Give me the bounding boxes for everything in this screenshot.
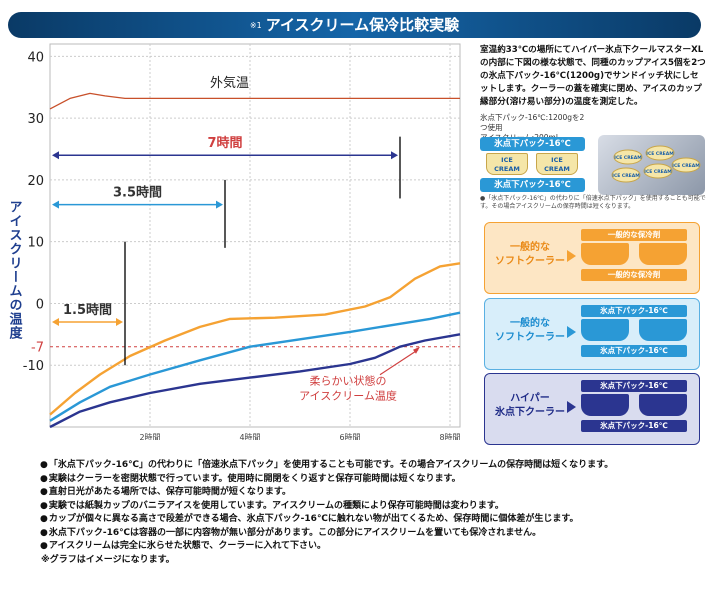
bottom-pack-label: 一般的な保冷剤 <box>581 269 687 281</box>
soft-state-label-line2: アイスクリーム温度 <box>299 389 397 403</box>
cup-label-2: CREAM <box>494 165 520 173</box>
cup-block <box>639 243 687 265</box>
top-pack-label: 氷点下パック-16℃ <box>581 380 687 392</box>
threshold-label: -7 <box>31 341 44 356</box>
ice-cup: ICE CREAM <box>536 153 578 175</box>
y-tick-label: 10 <box>27 236 44 251</box>
box-cup-label: ICE CREAM <box>644 169 672 175</box>
title-bar: ※1 アイスクリーム保冷比較実験 <box>8 12 701 38</box>
duration-arrowhead-right <box>216 200 223 209</box>
ice-cups-illustration: ICE CREAM ICE CREAM ICE CREAM ICE CREAM … <box>611 145 701 183</box>
temperature-chart: 40 30 20 10 0 -10 2時間 4時間 6時間 8時間 アイスクリームの温度 -7 1.5時… <box>7 43 461 440</box>
soft-state-label-line1: 柔らかい状態の <box>310 374 387 388</box>
cooler-name: 一般的なソフトクーラー <box>489 241 571 269</box>
cup-top <box>645 145 675 161</box>
cooler-name: 一般的なソフトクーラー <box>489 317 571 345</box>
title-note: ※1 <box>249 20 262 30</box>
cup-label-1: ICE <box>551 156 563 164</box>
cup-top <box>671 157 701 173</box>
duration-arrowhead-left <box>52 151 59 160</box>
box-cup-label: ICE CREAM <box>614 155 642 161</box>
cup-top <box>643 163 673 179</box>
bottom-pack-label: 氷点下パック-16℃ <box>581 345 687 357</box>
y-tick-label: 0 <box>36 297 44 312</box>
cup-block <box>581 243 629 265</box>
cooler-hyper-freeze: ハイパー氷点下クーラー 氷点下パック-16℃ 氷点下パック-16℃ <box>484 373 700 445</box>
y-tick-label: 30 <box>27 112 44 127</box>
spec-line: 氷点下パック-16℃:1200gを2つ使用 <box>480 113 585 132</box>
page-title: アイスクリーム保冷比較実験 <box>265 16 460 34</box>
cup-top <box>611 167 641 183</box>
cooler-arrow <box>567 326 576 338</box>
duration-arrowhead-right <box>391 151 398 160</box>
cooler-name: ハイパー氷点下クーラー <box>489 392 571 420</box>
cooler-name-line1: ハイパー <box>510 393 550 404</box>
top-pack-label: 氷点下パック-16℃ <box>480 137 585 151</box>
box-cup-label: ICE CREAM <box>612 173 640 179</box>
top-pack-label: 氷点下パック-16℃ <box>581 305 687 317</box>
cup-top <box>613 149 643 165</box>
x-tick-label: 6時間 <box>339 433 360 440</box>
footnote: ※グラフはイメージになります。 <box>41 554 175 565</box>
cooler-name-line1: 一般的な <box>510 242 550 253</box>
plot-area <box>49 43 461 428</box>
series-line <box>49 262 461 416</box>
diagram-note: ●「氷点下パック-16℃」の代わりに「倍速氷点下パック」を使用することも可能です… <box>480 195 706 210</box>
y-axis-label: アイスクリームの温度 <box>7 200 23 340</box>
y-tick-label: 40 <box>27 50 44 65</box>
duration-label: 7時間 <box>207 135 242 151</box>
experiment-description: 室温約33℃の場所にてハイパー氷点下クールマスターXLの内部に下図の様な状態で、… <box>480 45 706 107</box>
note-item: 実験では紙製カップのバニラアイスを使用しています。アイスクリームの種類により保存… <box>40 500 705 514</box>
cooler-arrow <box>567 401 576 413</box>
y-tick-label: -10 <box>23 359 44 374</box>
notes-list: 「氷点下パック-16℃」の代わりに「倍速氷点下パック」を使用することも可能です。… <box>40 459 705 567</box>
bottom-pack-label: 氷点下パック-16℃ <box>480 178 585 192</box>
duration-arrowhead-left <box>52 317 59 326</box>
box-cup-label: ICE CREAM <box>646 151 674 157</box>
note-item: 実験はクーラーを密閉状態で行っています。使用時に開閉をくり返すと保存可能時間は短… <box>40 473 705 487</box>
cooler-name-line2: 氷点下クーラー <box>495 407 565 418</box>
y-tick-label: 20 <box>27 174 44 189</box>
top-pack-label: 一般的な保冷剤 <box>581 229 687 241</box>
cup-label-1: ICE <box>501 156 513 164</box>
note-item: 氷点下パック-16℃は容器の一部に内容物が無い部分があります。この部分にアイスク… <box>40 527 705 541</box>
x-tick-label: 2時間 <box>139 433 160 440</box>
duration-label: 3.5時間 <box>113 185 162 201</box>
bottom-pack-label: 氷点下パック-16℃ <box>581 420 687 432</box>
x-tick-label: 4時間 <box>239 433 260 440</box>
cooler-name-line1: 一般的な <box>510 318 550 329</box>
setup-diagram: 氷点下パック-16℃ ICE CREAM ICE CREAM 氷点下パック-16℃ … <box>480 135 705 195</box>
cup-block <box>581 319 629 341</box>
soft-state-pointer <box>379 349 419 376</box>
box-cup-label: ICE CREAM <box>672 163 700 169</box>
cooler-name-line2: ソフトクーラー <box>495 332 565 343</box>
outdoor-temp-label: 外気温 <box>210 75 249 91</box>
cup-block <box>639 394 687 416</box>
series-line <box>49 92 460 110</box>
cooler-general-soft-freeze-pack: 一般的なソフトクーラー 氷点下パック-16℃ 氷点下パック-16℃ <box>484 298 700 370</box>
cooler-box-illustration: ICE CREAM ICE CREAM ICE CREAM ICE CREAM … <box>598 135 705 195</box>
series-line <box>49 333 461 429</box>
cooler-arrow <box>567 250 576 262</box>
cooler-general-soft-coolant: 一般的なソフトクーラー 一般的な保冷剤 一般的な保冷剤 <box>484 222 700 294</box>
cup-block <box>639 319 687 341</box>
note-item: 直射日光があたる場所では、保存可能時間が短くなります。 <box>40 486 705 500</box>
duration-label: 1.5時間 <box>63 302 112 318</box>
soft-state-arrowhead <box>413 346 420 354</box>
note-item: アイスクリームは完全に氷らせた状態で、クーラーに入れて下さい。 <box>40 540 705 554</box>
cooler-name-line2: ソフトクーラー <box>495 256 565 267</box>
duration-arrowhead-left <box>52 200 59 209</box>
ice-cup: ICE CREAM <box>486 153 528 175</box>
series-line <box>49 311 461 422</box>
x-tick-label: 8時間 <box>439 433 460 440</box>
note-item: カップが個々に異なる高さで段差ができる場合、氷点下パック-16℃に触れない物が出… <box>40 513 705 527</box>
cup-block <box>581 394 629 416</box>
cup-label-2: CREAM <box>544 165 570 173</box>
note-item: 「氷点下パック-16℃」の代わりに「倍速氷点下パック」を使用することも可能です。… <box>40 459 705 473</box>
duration-arrowhead-right <box>116 317 123 326</box>
